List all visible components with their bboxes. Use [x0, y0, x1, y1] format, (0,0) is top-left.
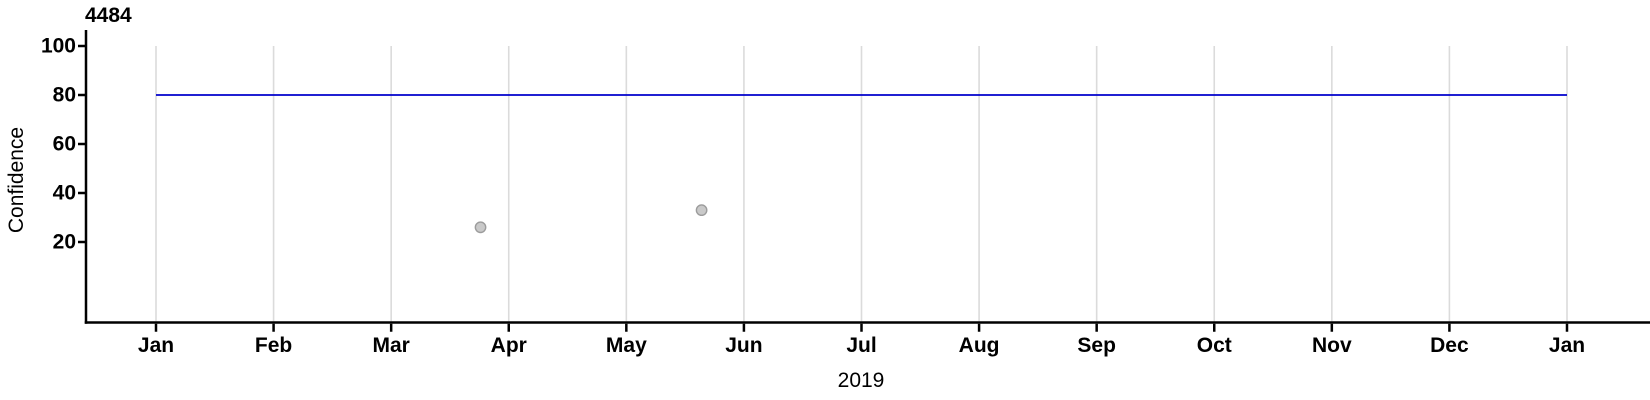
- x-tick-label: Sep: [1077, 334, 1116, 357]
- x-tick-label: Feb: [255, 334, 292, 357]
- x-tick-label: Jun: [725, 334, 762, 357]
- y-tick-label: 100: [41, 35, 76, 58]
- y-tick-label: 60: [53, 133, 76, 156]
- y-tick-label: 40: [53, 182, 76, 205]
- x-tick-label: Oct: [1197, 334, 1232, 357]
- data-point: [695, 204, 708, 217]
- y-tick-label: 20: [53, 231, 76, 254]
- data-point: [474, 221, 487, 234]
- chart-title: 4484: [85, 4, 132, 27]
- x-tick-label: Jan: [138, 334, 174, 357]
- x-axis-title: 2019: [837, 369, 885, 392]
- x-tick-label: Jul: [846, 334, 876, 357]
- x-tick-label: Apr: [491, 334, 527, 357]
- x-tick-label: Mar: [372, 334, 409, 357]
- x-tick-label: Dec: [1430, 334, 1469, 357]
- x-tick-label: Aug: [959, 334, 1000, 357]
- y-tick-label: 80: [53, 84, 76, 107]
- x-tick-label: Nov: [1312, 334, 1352, 357]
- x-tick-label: May: [606, 334, 647, 357]
- x-tick-label: Jan: [1549, 334, 1585, 357]
